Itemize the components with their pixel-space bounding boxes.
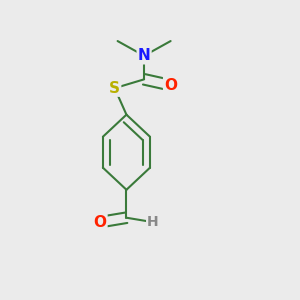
Text: O: O [93,214,106,230]
Text: N: N [138,48,151,63]
Text: S: S [109,81,120,96]
Text: O: O [164,78,177,93]
Text: H: H [147,215,159,229]
